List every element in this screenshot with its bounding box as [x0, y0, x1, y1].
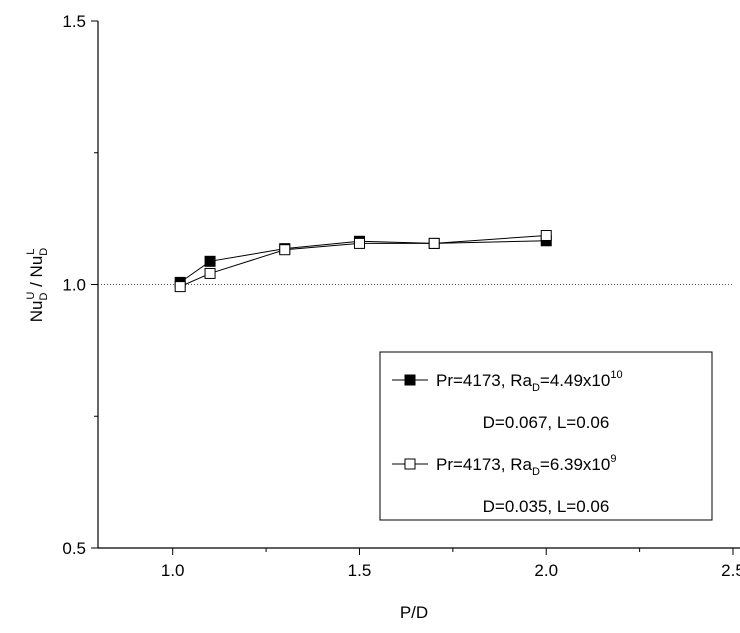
legend-label-part: D — [532, 466, 540, 478]
marker — [204, 267, 216, 279]
legend-marker — [404, 458, 416, 470]
legend-label-part: =4.49x10 — [540, 371, 610, 390]
x-tick-label: 2.0 — [534, 561, 558, 580]
y-tick-label: 1.5 — [62, 12, 86, 31]
x-tick-label: 1.5 — [348, 561, 372, 580]
legend-label-part: Pr=4173, Ra — [436, 455, 532, 474]
y-axis-label-part: D — [38, 293, 50, 301]
legend-label: D=0.035, L=0.06 — [483, 497, 610, 516]
marker — [540, 229, 552, 241]
marker — [353, 237, 365, 249]
y-axis-label-part: D — [38, 248, 50, 256]
legend-label: Pr=4173, RaD=4.49x1010 — [436, 369, 623, 394]
legend-label: Pr=4173, RaD=6.39x109 — [436, 453, 616, 478]
y-tick-label: 0.5 — [62, 539, 86, 558]
y-axis-label-part: Nu — [27, 301, 46, 323]
legend-box — [379, 351, 713, 521]
x-axis-label: P/D — [400, 603, 428, 622]
y-axis-label: NuDU / NuDL — [25, 248, 50, 323]
y-axis-label-part: U — [25, 292, 37, 300]
x-tick-label: 2.5 — [721, 561, 740, 580]
marker — [204, 255, 216, 267]
legend-label-part: D — [532, 382, 540, 394]
legend-label-part: Pr=4173, Ra — [436, 371, 532, 390]
x-tick-label: 1.0 — [161, 561, 185, 580]
marker — [428, 237, 440, 249]
legend-label-part: =6.39x10 — [540, 455, 610, 474]
marker — [279, 244, 291, 256]
legend-label-part: 10 — [610, 369, 622, 381]
y-axis-label-part: / Nu — [27, 256, 46, 292]
y-tick-label: 1.0 — [62, 276, 86, 295]
legend-marker — [404, 374, 416, 386]
y-axis-label-part: L — [25, 249, 37, 255]
legend-label: D=0.067, L=0.06 — [483, 413, 610, 432]
legend-label-part: 9 — [610, 453, 616, 465]
marker — [174, 281, 186, 293]
